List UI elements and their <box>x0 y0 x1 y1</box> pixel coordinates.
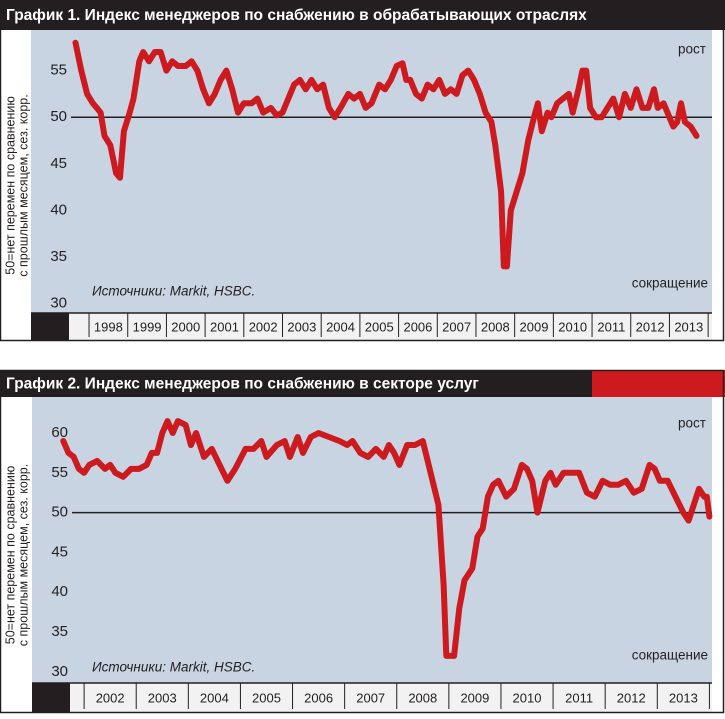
y-tick-label: 35 <box>51 623 68 640</box>
x-tick-label: 2004 <box>326 319 355 334</box>
x-tick-label: 2012 <box>617 690 646 705</box>
plot-area <box>32 397 712 683</box>
data-line <box>72 39 700 270</box>
axis-strip <box>31 313 712 341</box>
x-tick-label: 1998 <box>94 319 123 334</box>
y-tick-label: 50 <box>51 504 68 521</box>
y-tick-label: 60 <box>51 424 68 441</box>
x-tick-label: 2002 <box>96 690 125 705</box>
x-tick-label: 2005 <box>252 690 281 705</box>
y-axis-label: с прошлым месяцем, сез. корр. <box>16 94 30 276</box>
source-note: Источники: Markit, HSBC. <box>92 284 255 299</box>
x-tick-label: 2009 <box>520 319 549 334</box>
x-tick-label: 2011 <box>597 319 625 334</box>
x-tick-label: 2005 <box>365 319 394 334</box>
x-tick-label: 2007 <box>442 319 471 334</box>
x-tick-label: 2013 <box>674 319 703 334</box>
y-tick-label: 40 <box>50 201 67 218</box>
x-tick-label: 2000 <box>171 319 200 334</box>
annotation: рост <box>678 416 706 431</box>
y-axis-label: с прошлым месяцем, сез. корр. <box>16 464 30 646</box>
y-tick-label: 45 <box>50 155 67 172</box>
x-tick-label: 2008 <box>481 319 510 334</box>
x-tick-label: 2013 <box>669 690 698 705</box>
axis-corner <box>32 683 70 713</box>
x-tick-label: 2010 <box>513 690 542 705</box>
x-tick-label: 2012 <box>636 319 665 334</box>
x-tick-label: 2001 <box>210 319 239 334</box>
plot-area <box>31 30 712 313</box>
annotation: сокращение <box>632 276 708 291</box>
source-note: Источники: Markit, HSBC. <box>92 660 255 675</box>
annotation: сокращение <box>632 648 708 663</box>
y-tick-label: 40 <box>51 583 68 600</box>
x-tick-label: 2010 <box>558 319 587 334</box>
y-axis-label: 50=нет перемен по сравнению <box>3 466 17 645</box>
x-tick-label: 2008 <box>408 690 437 705</box>
data-line <box>60 418 713 659</box>
y-tick-label: 30 <box>50 295 67 312</box>
x-tick-label: 2006 <box>304 690 333 705</box>
x-tick-label: 2009 <box>460 690 489 705</box>
x-tick-label: 1999 <box>133 319 162 334</box>
x-tick-label: 2003 <box>148 690 177 705</box>
ylabel-box <box>0 397 32 713</box>
x-tick-label: 2006 <box>403 319 432 334</box>
y-tick-label: 55 <box>51 464 68 481</box>
header-accent <box>592 370 725 397</box>
x-tick-label: 2003 <box>287 319 316 334</box>
x-tick-label: 2002 <box>249 319 278 334</box>
chart-title: График 1. Индекс менеджеров по снабжению… <box>6 7 587 24</box>
x-tick-label: 2004 <box>200 690 229 705</box>
chart-title: График 2. Индекс менеджеров по снабжению… <box>6 376 479 393</box>
axis-corner <box>31 313 69 341</box>
header-bar <box>0 0 725 30</box>
y-tick-label: 30 <box>51 663 68 680</box>
panel-frame <box>0 0 725 342</box>
y-tick-label: 45 <box>51 543 68 560</box>
y-tick-label: 50 <box>50 108 67 125</box>
y-tick-label: 55 <box>50 62 67 79</box>
x-tick-label: 2011 <box>565 690 593 705</box>
panel-frame <box>0 369 725 714</box>
annotation: рост <box>678 42 706 57</box>
ylabel-box <box>0 30 31 341</box>
header-bar <box>0 370 592 397</box>
axis-strip <box>32 683 712 713</box>
x-tick-label: 2007 <box>356 690 385 705</box>
y-tick-label: 35 <box>50 248 67 265</box>
y-axis-label: 50=нет перемен по сравнению <box>3 96 17 275</box>
